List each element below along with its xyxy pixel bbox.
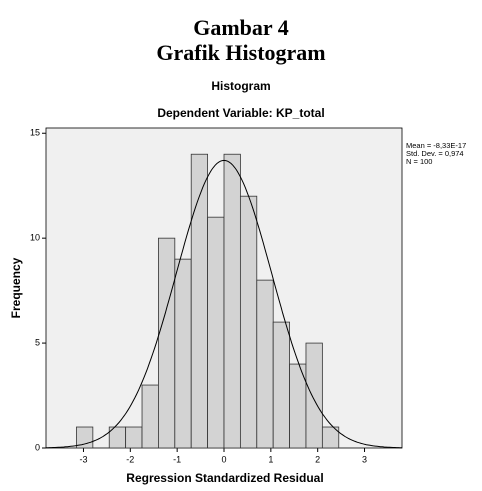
bar	[256, 279, 274, 449]
y-tick-label: 5	[35, 337, 40, 347]
x-tick-label: 1	[268, 454, 273, 464]
bar	[272, 321, 290, 449]
chart-subtitle: Dependent Variable: KP_total	[157, 106, 324, 120]
stats-text: N = 100	[406, 157, 432, 166]
bar	[321, 426, 340, 449]
bar	[158, 237, 176, 449]
x-tick-label: 2	[315, 454, 320, 464]
bar	[207, 216, 225, 449]
bar	[223, 153, 241, 449]
heading: Gambar 4	[193, 15, 289, 40]
bar	[174, 258, 192, 449]
bar	[125, 426, 143, 449]
stats-text: Mean = -8,33E-17	[406, 141, 466, 150]
stats-text: Std. Dev. = 0,974	[406, 149, 464, 158]
y-tick-label: 10	[30, 233, 40, 243]
normal-curve	[46, 159, 402, 449]
chart-title: Histogram	[211, 79, 270, 93]
x-tick-label: -1	[173, 454, 181, 464]
x-tick-label: -3	[79, 454, 87, 464]
y-tick-label: 15	[30, 128, 40, 138]
x-axis-label: Regression Standardized Residual	[126, 471, 323, 485]
x-tick-label: -2	[126, 454, 134, 464]
bar	[141, 384, 159, 449]
bar	[190, 153, 209, 449]
x-tick-label: 0	[221, 454, 226, 464]
y-tick-label: 0	[35, 442, 40, 452]
y-axis-label: Frequency	[9, 257, 23, 318]
bar	[239, 195, 258, 449]
heading: Grafik Histogram	[156, 40, 325, 65]
x-tick-label: 3	[362, 454, 367, 464]
bar	[305, 342, 323, 449]
